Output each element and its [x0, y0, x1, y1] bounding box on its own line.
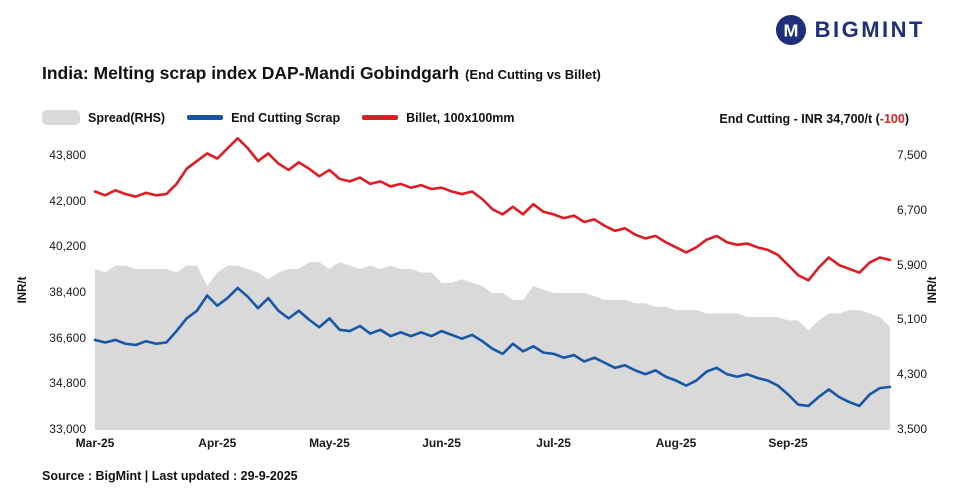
right-axis-tick: 7,500: [897, 148, 928, 162]
x-axis-tick: Mar-25: [75, 436, 115, 450]
left-axis-tick: 36,600: [49, 330, 86, 345]
bigmint-logo-icon: M: [775, 14, 806, 46]
left-axis-tick: 42,000: [49, 193, 86, 208]
bigmint-logo-text: BIGMINT: [814, 17, 925, 42]
legend-item-end-cutting: End Cutting Scrap: [187, 111, 340, 125]
left-axis-title: INR/t: [17, 276, 29, 304]
left-axis-tick: 33,000: [49, 422, 86, 436]
legend-item-spread: Spread(RHS): [42, 110, 165, 125]
spread-swatch-icon: [42, 110, 80, 125]
page-title: India: Melting scrap index DAP-Mandi Gob…: [42, 63, 601, 84]
right-axis-title: INR/t: [927, 276, 939, 304]
price-annotation: End Cutting - INR 34,700/t (-100): [719, 112, 909, 126]
right-axis: 7,500 6,700 5,900 5,100 4,300 3,500: [897, 0, 953, 496]
end-cutting-swatch-icon: [187, 115, 224, 120]
right-axis-tick: 5,100: [897, 312, 928, 327]
legend-item-billet: Billet, 100x100mm: [362, 110, 515, 125]
svg-text:M: M: [783, 21, 798, 41]
x-axis-tick: Aug-25: [655, 436, 697, 450]
right-axis-tick: 4,300: [897, 367, 928, 382]
left-axis: 43,800 42,000 40,200 38,400 36,600 34,80…: [0, 0, 86, 496]
right-axis-tick: 3,500: [897, 422, 928, 436]
legend-label-billet: Billet, 100x100mm: [406, 110, 515, 125]
x-axis-tick: May-25: [309, 436, 350, 450]
legend-label-spread: Spread(RHS): [88, 110, 166, 125]
x-axis-tick: Sep-25: [768, 436, 808, 450]
right-axis-tick: 5,900: [897, 257, 928, 272]
source-note: Source : BigMint | Last updated : 29-9-2…: [42, 469, 298, 483]
left-axis-tick: 34,800: [49, 376, 86, 391]
left-axis-tick: 38,400: [49, 285, 86, 299]
bigmint-logo: M BIGMINT: [775, 14, 925, 46]
page-title-main: India: Melting scrap index DAP-Mandi Gob…: [42, 63, 460, 83]
price-annotation-change: -100: [879, 112, 905, 126]
legend-label-end-cutting: End Cutting Scrap: [231, 110, 341, 125]
left-axis-tick: 43,800: [49, 148, 86, 162]
billet-swatch-icon: [362, 115, 399, 120]
page-title-sub: (End Cutting vs Billet): [465, 67, 601, 82]
chart-legend: Spread(RHS) End Cutting Scrap Billet, 10…: [42, 110, 515, 125]
price-annotation-suffix: ): [904, 112, 909, 126]
x-axis-tick: Jun-25: [422, 436, 461, 450]
left-axis-tick: 40,200: [49, 239, 86, 254]
x-axis-tick: Apr-25: [198, 436, 237, 450]
right-axis-tick: 6,700: [897, 202, 928, 217]
price-annotation-prefix: End Cutting - INR 34,700/t (: [719, 112, 880, 126]
x-axis-tick: Jul-25: [536, 436, 571, 450]
